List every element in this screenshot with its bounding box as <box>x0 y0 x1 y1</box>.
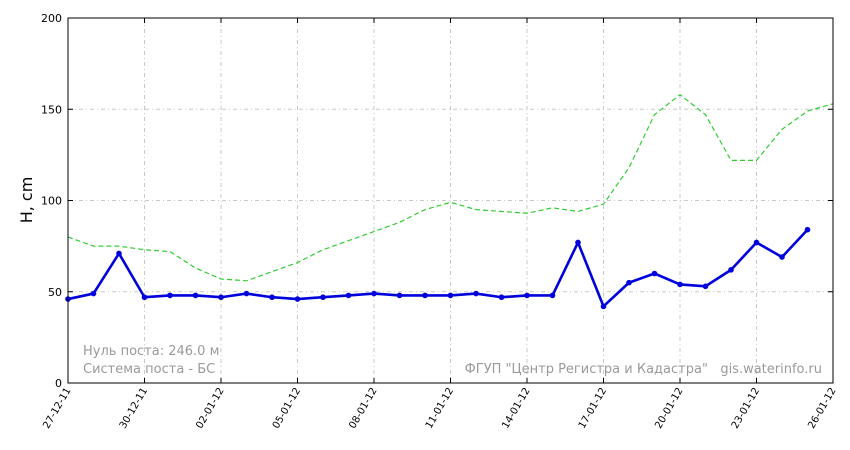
series-point-0 <box>702 283 709 290</box>
series-point-0 <box>192 292 199 299</box>
x-tick-label: 08-01-12 <box>347 386 379 431</box>
series-point-0 <box>218 294 224 301</box>
series-point-0 <box>243 290 250 297</box>
zero-level-note: Нуль поста: 246.0 м <box>83 344 219 359</box>
series-point-0 <box>167 292 173 299</box>
y-tick-label: 50 <box>48 286 62 299</box>
x-tick-label: 02-01-12 <box>194 386 226 431</box>
system-note: Система поста - БС <box>83 362 215 377</box>
series-point-0 <box>804 226 811 233</box>
y-tick-label: 150 <box>41 103 62 116</box>
series-point-0 <box>728 267 734 273</box>
series-point-0 <box>473 290 479 297</box>
series-point-0 <box>269 294 275 301</box>
series-point-0 <box>600 303 607 310</box>
series-point-0 <box>422 292 428 299</box>
series-point-0 <box>345 292 352 299</box>
series-point-0 <box>549 292 556 299</box>
series-point-0 <box>90 290 97 297</box>
series-point-0 <box>371 290 377 297</box>
series-layer <box>65 93 834 310</box>
credit-note: ФГУП "Центр Регистра и Кадастра" gis.wat… <box>465 362 822 377</box>
x-tick-label: 14-01-12 <box>500 386 532 431</box>
series-point-0 <box>447 292 454 299</box>
series-point-0 <box>294 296 301 302</box>
series-point-0 <box>677 281 683 288</box>
y-tick-label: 0 <box>55 377 62 390</box>
x-tick-label: 11-01-12 <box>424 386 456 431</box>
x-tick-label: 20-01-12 <box>653 386 685 431</box>
y-axis-label: H, cm <box>17 177 36 224</box>
series-point-0 <box>779 254 785 260</box>
series-point-0 <box>320 294 326 301</box>
series-point-0 <box>498 294 505 301</box>
series-point-0 <box>753 239 760 246</box>
series-point-0 <box>116 250 122 257</box>
series-point-0 <box>396 292 403 299</box>
y-axis: 0 50 100 150 200 <box>41 12 833 390</box>
series-point-0 <box>524 292 530 299</box>
x-tick-label: 27-12-11 <box>41 386 73 431</box>
x-tick-label: 17-01-12 <box>577 386 609 431</box>
series-point-0 <box>651 270 658 277</box>
x-tick-label: 30-12-11 <box>118 386 150 431</box>
series-point-0 <box>575 239 581 246</box>
series-point-0 <box>626 279 632 286</box>
x-tick-label: 05-01-12 <box>271 386 303 431</box>
y-tick-label: 200 <box>41 12 62 25</box>
y-tick-label: 100 <box>41 195 62 208</box>
series-line-1 <box>67 93 834 282</box>
grid <box>68 18 833 383</box>
x-tick-label: 26-01-12 <box>806 386 838 431</box>
x-tick-label: 23-01-12 <box>730 386 762 431</box>
series-point-0 <box>141 294 148 301</box>
series-line-0 <box>67 228 809 308</box>
